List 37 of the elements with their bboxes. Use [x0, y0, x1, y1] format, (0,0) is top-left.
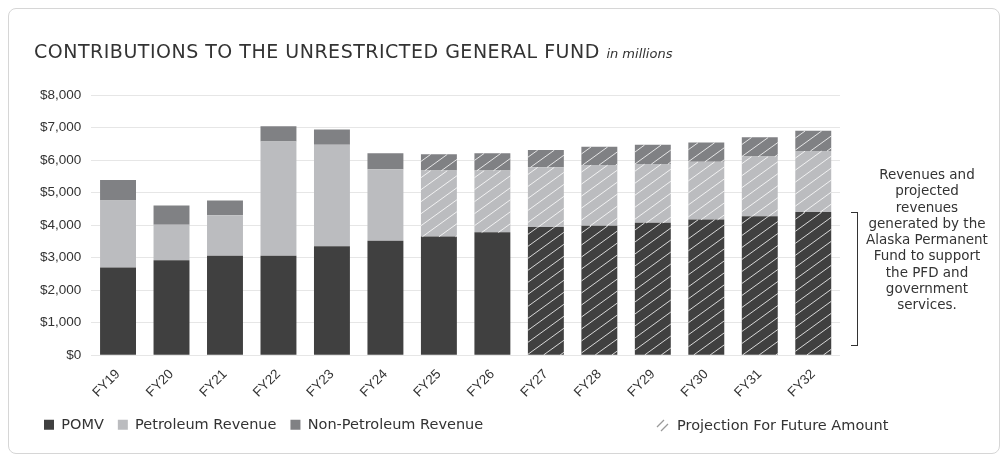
chart-subtitle: in millions	[606, 46, 673, 61]
bar	[474, 232, 511, 355]
bar	[260, 255, 297, 355]
bar	[260, 141, 297, 256]
bar	[260, 126, 297, 142]
bar	[100, 200, 136, 268]
y-tick-label: $1,000	[39, 314, 82, 330]
bar	[153, 260, 190, 355]
text: Revenues and projected revenues generated by the Alaska Permanent Fund to support the PFD and government services.	[866, 166, 988, 313]
bar	[207, 215, 243, 256]
y-tick-label: $7,000	[39, 119, 82, 135]
y-tick-label: $5,000	[39, 184, 82, 200]
y-tick-label: $4,000	[39, 216, 82, 232]
bar	[420, 236, 457, 355]
y-tick-label: $6,000	[39, 151, 82, 167]
bar	[100, 179, 136, 201]
bar	[207, 200, 243, 216]
bar	[313, 129, 350, 145]
bar	[313, 246, 350, 355]
bar	[367, 153, 404, 170]
bar	[367, 169, 404, 241]
bar	[100, 267, 136, 355]
bar	[153, 224, 190, 261]
legend-label: POMV	[61, 415, 104, 432]
y-tick-label: $0	[66, 346, 82, 362]
y-tick-label: $8,000	[39, 86, 82, 102]
legend-label: Petroleum Revenue	[135, 415, 277, 432]
legend-label: Non-Petroleum Revenue	[307, 415, 484, 432]
y-tick-label: $2,000	[39, 281, 82, 297]
bar	[313, 144, 350, 247]
y-tick-label: $3,000	[39, 249, 82, 265]
bar	[367, 240, 404, 355]
text: Projection For Future Amount	[677, 417, 889, 433]
chart-title: CONTRIBUTIONS TO THE UNRESTRICTED GENERAL FUND	[34, 40, 600, 62]
bar	[153, 205, 190, 225]
bar	[688, 142, 725, 162]
bar	[207, 255, 243, 355]
